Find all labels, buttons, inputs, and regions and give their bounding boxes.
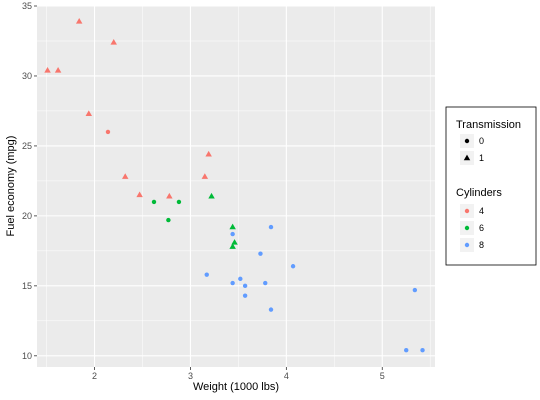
data-points [44,17,425,353]
data-point [122,173,129,179]
data-point [201,173,209,179]
data-point [290,264,296,269]
data-point [258,251,263,256]
data-point [420,348,425,353]
y-tick-label: 30 [22,71,32,81]
plot-panel [37,6,435,367]
legend-label-cylinders: 8 [479,240,484,250]
data-point [54,66,62,73]
data-point [85,110,93,116]
data-point [176,199,182,205]
legend-title-cylinders: Cylinders [456,187,502,199]
legend-label-cylinders: 6 [479,223,484,233]
data-point [404,348,409,353]
data-point [110,38,117,45]
legend-key-color [464,242,470,248]
data-point [204,272,209,277]
grid [37,5,435,367]
legend-transmission-entries: 01 [460,134,484,165]
y-tick-label: 20 [22,211,32,221]
x-tick-label: 3 [188,371,193,381]
data-point [44,66,51,73]
y-tick-label: 25 [22,141,32,151]
legend: Transmission 01 Cylinders 468 [445,106,537,266]
legend-key-color [464,208,470,214]
data-point [230,231,235,237]
data-point [208,192,215,199]
data-point [268,307,274,312]
data-point [229,223,236,230]
data-point [166,192,173,199]
y-tick-label: 15 [22,281,32,291]
x-tick-label: 4 [284,371,289,381]
data-point [242,283,248,289]
data-point [151,199,157,205]
data-point [229,243,236,249]
legend-key-circle [464,138,470,144]
legend-label-transmission: 1 [479,153,484,163]
data-point [136,191,143,198]
x-tick-label: 5 [380,371,385,381]
axis-ticks: 2 3 4 5 10 15 20 25 30 35 [22,1,385,381]
x-tick-label: 2 [92,371,97,381]
data-point [242,293,248,298]
data-point [263,280,268,286]
data-point [166,217,171,223]
data-point [105,129,111,135]
data-point [230,280,235,286]
data-point [238,276,243,282]
y-tick-label: 10 [22,351,32,361]
legend-title-transmission: Transmission [456,119,521,131]
x-axis-title: Weight (1000 lbs) [193,381,279,393]
legend-label-cylinders: 4 [479,206,484,216]
data-point [205,150,212,157]
data-point [268,224,274,230]
data-point [231,239,238,245]
legend-key-color [464,225,470,231]
legend-cylinders-entries: 4 6 8 [460,204,484,252]
legend-key-triangle [463,154,471,161]
legend-label-transmission: 0 [479,136,484,146]
y-tick-label: 35 [22,1,32,11]
data-point [75,17,83,24]
data-point [412,287,418,293]
y-axis-title: Fuel economy (mpg) [5,136,17,237]
